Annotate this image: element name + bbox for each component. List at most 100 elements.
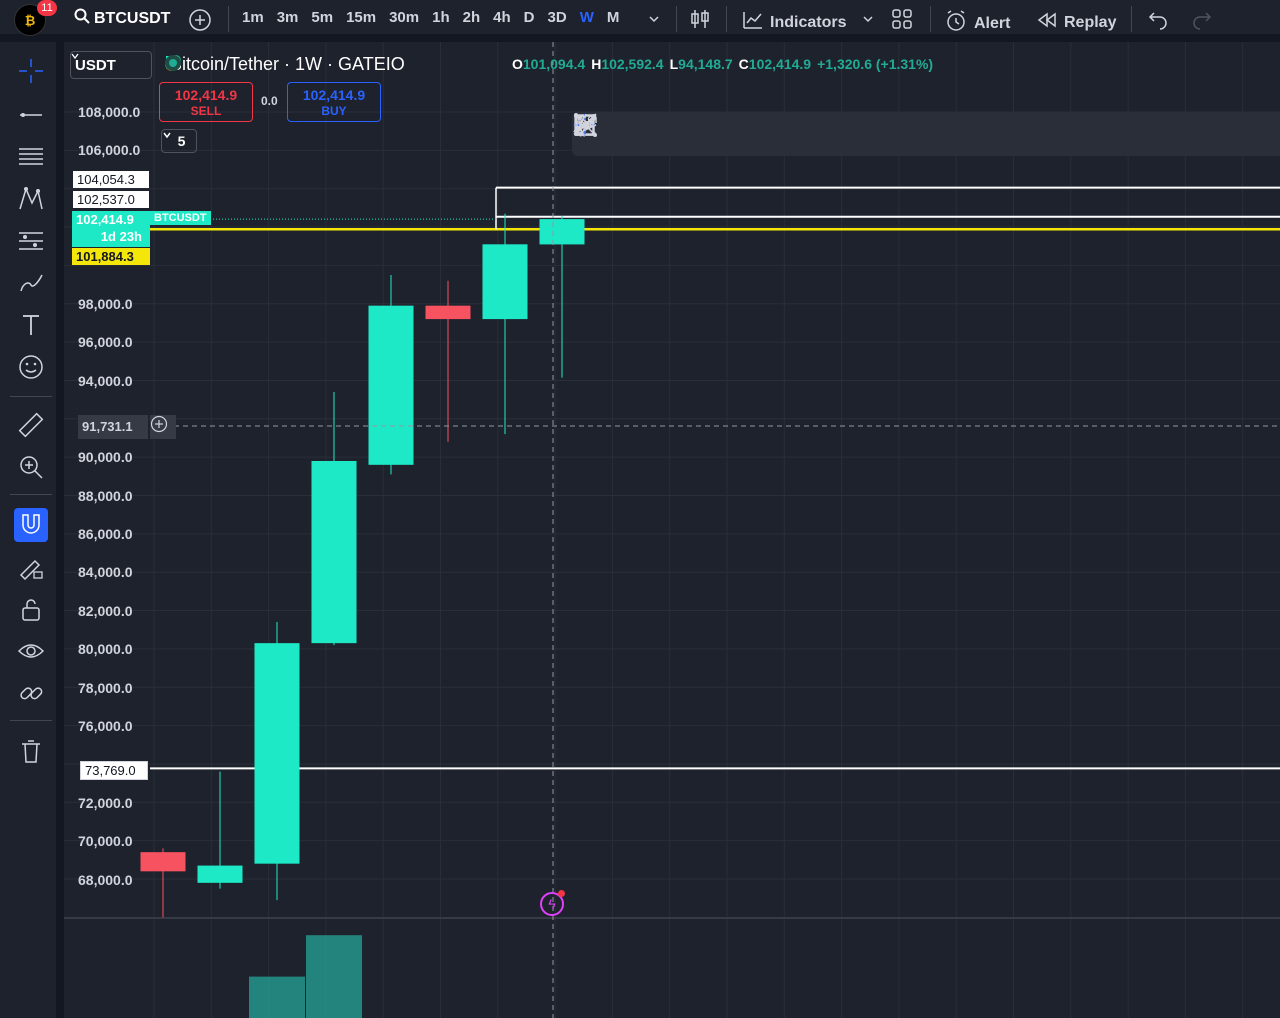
undo-icon[interactable] [1147,8,1169,35]
interval-1h[interactable]: 1h [432,9,450,26]
extended-line-icon[interactable] [573,115,817,152]
top-toolbar: ₿ 11 BTCUSDT 1m 3m 5m 15m 30m 1h 2h 4h D… [0,0,1280,38]
candle-body [140,852,186,872]
divider [10,396,52,397]
replay-button[interactable]: Replay [1036,9,1116,36]
pattern-icon[interactable] [14,182,48,216]
triangle-tool-icon[interactable] [574,113,862,152]
fib-lines-icon[interactable] [14,140,48,174]
sell-button[interactable]: 102,414.9 SELL [159,82,253,122]
notification-dot [558,890,565,897]
price-tick: 98,000.0 [78,296,133,312]
ray-tool-icon[interactable] [574,113,684,152]
trash-icon[interactable] [14,734,48,768]
price-range-icon[interactable] [576,114,1040,152]
divider [1131,6,1132,32]
brush-icon[interactable] [14,266,48,300]
symbol-title[interactable]: Bitcoin/Tether · 1W · GATEIO [164,54,429,75]
brush-tool-icon[interactable] [574,116,773,152]
lightning-icon[interactable]: ϟ [540,892,564,916]
floating-drawing-toolbar: ⠿ [572,112,1280,156]
symbol-price-tag: BTCUSDT [150,211,211,225]
buy-button[interactable]: 102,414.9 BUY [287,82,381,122]
price-tick: 90,000.0 [78,449,133,465]
interval-w[interactable]: W [579,9,594,26]
crosshair-tool-icon[interactable] [574,114,1084,152]
divider [930,6,931,32]
currency-select[interactable]: USDT [70,51,152,79]
emoji-icon[interactable] [14,350,48,384]
trend-line-icon[interactable] [14,98,48,132]
candle-body [311,460,357,644]
interval-3m[interactable]: 3m [276,9,299,26]
symbol-search-button[interactable]: BTCUSDT [74,8,170,29]
divider [228,6,229,32]
search-icon [74,8,90,29]
chart-pane[interactable]: USDT Bitcoin/Tether · 1W · GATEIO O101,0… [64,42,1280,1018]
replay-label: Replay [1064,13,1117,31]
zoom-in-icon[interactable] [14,450,48,484]
open-label: O [512,56,523,72]
compare-add-icon[interactable] [188,8,212,37]
close-label: C [738,56,749,72]
legend-row: USDT [70,51,152,79]
eye-icon[interactable] [14,634,48,668]
crosshair-price-tag: 91,731.1 [78,415,148,439]
unlock-icon[interactable] [14,592,48,626]
indicators-collapse-button[interactable]: 5 [161,129,197,153]
text-tool-icon[interactable] [14,308,48,342]
horizontal-line-icon[interactable] [574,116,995,152]
alert-button[interactable]: Alert [944,9,1010,38]
price-tag-hline: 73,769.0 [80,761,148,780]
price-tick: 72,000.0 [78,795,133,811]
trend-line-tool-icon[interactable] [574,114,639,152]
alert-label: Alert [974,14,1011,32]
price-tick: 96,000.0 [78,334,133,350]
chevron-down-icon[interactable] [647,10,661,31]
long-position-icon[interactable] [576,115,1129,152]
lock-drawing-icon[interactable] [14,550,48,584]
interval-15m[interactable]: 15m [346,9,377,26]
indicators-icon [742,9,764,36]
spread-value: 0.0 [261,94,278,108]
layouts-grid-icon[interactable] [891,8,913,35]
interval-30m[interactable]: 30m [389,9,420,26]
measure-tool-icon[interactable] [574,114,1173,152]
link-icon[interactable] [14,676,48,710]
high-value: 102,592.4 [601,56,664,72]
volume-bar [249,976,305,1018]
interval-2h[interactable]: 2h [462,9,481,26]
price-tick: 82,000.0 [78,603,133,619]
cursor-arrow-icon[interactable] [576,114,1218,152]
candles-chart-type-icon[interactable] [689,8,711,35]
interval-3d[interactable]: 3D [547,9,567,26]
interval-5m[interactable]: 5m [311,9,334,26]
forecast-tools-icon[interactable] [14,224,48,258]
indicators-button[interactable]: Indicators [742,9,846,36]
interval-4h[interactable]: 4h [493,9,511,26]
buy-price: 102,414.9 [302,87,366,103]
magnet-icon[interactable] [14,508,48,542]
ohlc-legend: O101,094.4 H102,592.4 L94,148.7 C102,414… [512,56,933,72]
drawing-tools-sidebar [0,42,60,1018]
crosshair-icon[interactable] [14,54,48,88]
close-value: 102,414.9 [748,56,812,72]
price-tick: 86,000.0 [78,526,133,542]
interval-1m[interactable]: 1m [242,9,264,26]
price-tag-hline: 102,537.0 [73,191,149,208]
horizontal-ray-icon[interactable] [574,116,728,152]
add-alert-plus-icon[interactable] [150,415,176,439]
alarm-clock-icon [944,9,968,38]
interval-d[interactable]: D [523,9,535,26]
rectangle-tool-icon[interactable] [574,114,951,152]
ruler-icon[interactable] [14,408,48,442]
yellow-line-tag: 101,884.3 [72,248,150,265]
chevron-down-icon[interactable] [861,10,875,31]
gann-fan-icon[interactable] [574,113,1262,152]
chart-canvas[interactable] [64,42,1280,1018]
price-tick: 80,000.0 [78,641,133,657]
price-tick: 76,000.0 [78,718,133,734]
interval-m[interactable]: M [606,9,620,26]
path-tool-icon[interactable] [573,116,906,152]
redo-icon[interactable] [1191,8,1213,35]
